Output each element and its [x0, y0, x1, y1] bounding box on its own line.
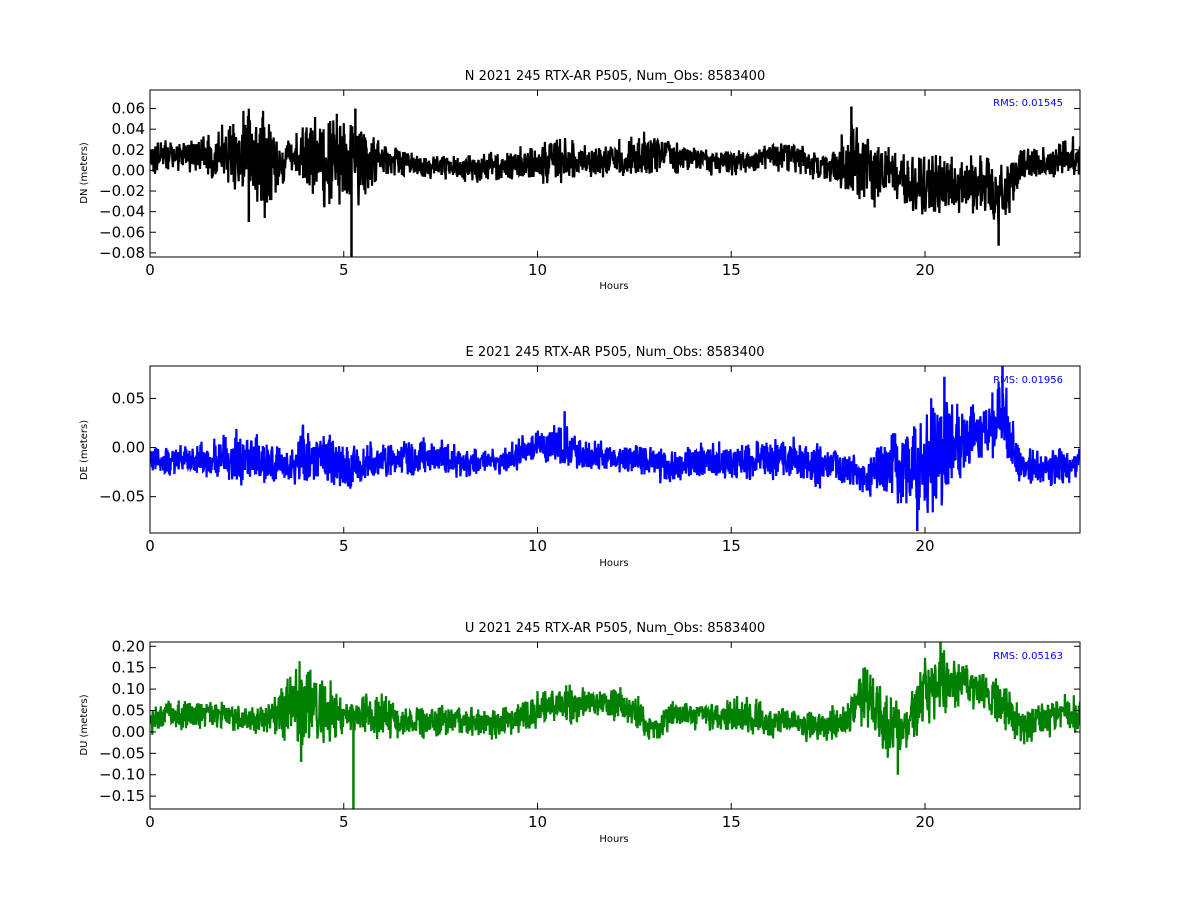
y-tick-label: −0.15: [99, 787, 145, 805]
chart-title: N 2021 245 RTX-AR P505, Num_Obs: 8583400: [465, 69, 765, 84]
x-axis-label: Hours: [599, 281, 628, 292]
plot-frame: [149, 89, 1081, 258]
panel-east: E 2021 245 RTX-AR P505, Num_Obs: 8583400…: [79, 345, 1081, 569]
x-tick-label: 15: [722, 813, 741, 831]
y-axis-label: DN (meters): [79, 142, 90, 204]
rms-annotation: RMS: 0.05163: [993, 651, 1063, 662]
x-tick-label: 0: [145, 813, 155, 831]
series-line: [150, 108, 1080, 227]
x-tick-label: 5: [339, 537, 349, 555]
x-tick-label: 10: [528, 537, 547, 555]
x-tick-label: 10: [528, 813, 547, 831]
x-tick-label: 0: [145, 261, 155, 279]
x-tick-label: 20: [915, 537, 934, 555]
y-tick-label: −0.05: [99, 744, 145, 762]
y-tick-label: 0.00: [112, 723, 145, 741]
y-tick-label: −0.04: [99, 203, 145, 221]
y-tick-label: 0.20: [112, 637, 145, 655]
y-tick-label: 0.04: [112, 120, 145, 138]
y-tick-label: 0.06: [112, 100, 145, 118]
plot-area: 0 5 10 15 20 0.05 0.00 −0.05: [99, 365, 1081, 555]
y-tick-label: 0.00: [112, 161, 145, 179]
y-axis-label: DU (meters): [79, 694, 90, 755]
x-tick-label: 15: [722, 261, 741, 279]
y-tick-label: −0.08: [99, 244, 145, 262]
chart-title: U 2021 245 RTX-AR P505, Num_Obs: 8583400: [465, 621, 765, 636]
x-tick-label: 15: [722, 537, 741, 555]
plot-frame: [149, 641, 1081, 810]
plot-area: 0 5 10 15 20 0.20 0.15 0.10 0.05 0.00 −0.05 −0.10 −0…: [99, 637, 1081, 831]
x-tick-label: 20: [915, 261, 934, 279]
y-tick-label: 0.15: [112, 659, 145, 677]
y-tick-label: 0.05: [112, 702, 145, 720]
series-line: [150, 381, 1080, 519]
x-tick-label: 0: [145, 537, 155, 555]
x-tick-label: 10: [528, 261, 547, 279]
x-tick-label: 5: [339, 813, 349, 831]
plot-area: 0 5 10 15 20 0.06 0.04 0.02 0.00 −0.02 −0.04 −0.06 −…: [99, 89, 1081, 279]
x-axis-label: Hours: [599, 558, 628, 569]
y-axis-label: DE (meters): [79, 420, 90, 480]
y-tick-label: 0.02: [112, 141, 145, 159]
y-tick-label: −0.02: [99, 182, 145, 200]
y-tick-label: 0.05: [112, 389, 145, 407]
x-tick-label: 5: [339, 261, 349, 279]
x-axis-label: Hours: [599, 834, 628, 845]
y-tick-label: −0.06: [99, 223, 145, 241]
plot-frame: [149, 365, 1081, 534]
panel-north: N 2021 245 RTX-AR P505, Num_Obs: 8583400…: [79, 69, 1081, 292]
y-tick-label: 0.10: [112, 680, 145, 698]
y-tick-label: −0.05: [99, 488, 145, 506]
y-tick-label: −0.10: [99, 766, 145, 784]
x-tick-label: 20: [915, 813, 934, 831]
panel-up: U 2021 245 RTX-AR P505, Num_Obs: 8583400…: [79, 621, 1081, 845]
rms-annotation: RMS: 0.01545: [993, 98, 1063, 109]
rms-annotation: RMS: 0.01956: [993, 375, 1063, 386]
chart-title: E 2021 245 RTX-AR P505, Num_Obs: 8583400: [466, 345, 765, 360]
series-line: [150, 650, 1080, 758]
y-tick-label: 0.00: [112, 439, 145, 457]
